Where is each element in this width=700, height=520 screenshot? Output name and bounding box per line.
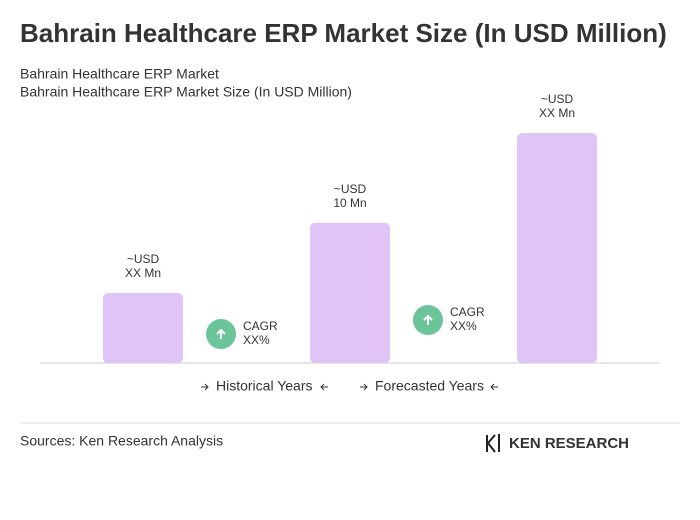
- bar-label: XX Mn: [125, 266, 161, 280]
- bar-label: ~USD: [127, 252, 160, 266]
- source: Sources: Ken Research Analysis: [20, 433, 223, 449]
- bar: [310, 222, 390, 363]
- cagr-arrow: [423, 314, 433, 325]
- legend-label: Historical Years: [216, 378, 313, 394]
- cagr-label: CAGR: [450, 305, 485, 319]
- arrow: [360, 383, 368, 391]
- legend-label: Forecasted Years: [375, 378, 484, 394]
- cagr-label: CAGR: [243, 319, 278, 333]
- chart-title: Bahrain Healthcare ERP Market Size (In U…: [20, 18, 667, 48]
- bar-label: ~USD: [541, 92, 574, 106]
- arrow: [490, 383, 498, 391]
- arrow: [320, 383, 328, 391]
- arrow: [201, 383, 209, 391]
- bar-label: XX Mn: [539, 106, 575, 120]
- logo-icon: [486, 434, 500, 453]
- logo: KEN RESEARCH: [509, 435, 629, 452]
- bar: [517, 133, 597, 363]
- bar-label: 10 Mn: [333, 196, 366, 210]
- cagr-arrow: [216, 328, 226, 339]
- subtitle: Bahrain Healthcare ERP Market: [20, 66, 219, 82]
- subtitle: Bahrain Healthcare ERP Market Size (In U…: [20, 84, 352, 100]
- bar: [103, 292, 183, 363]
- cagr-label: XX%: [450, 319, 477, 333]
- bar-label: ~USD: [334, 182, 367, 196]
- cagr-label: XX%: [243, 333, 270, 347]
